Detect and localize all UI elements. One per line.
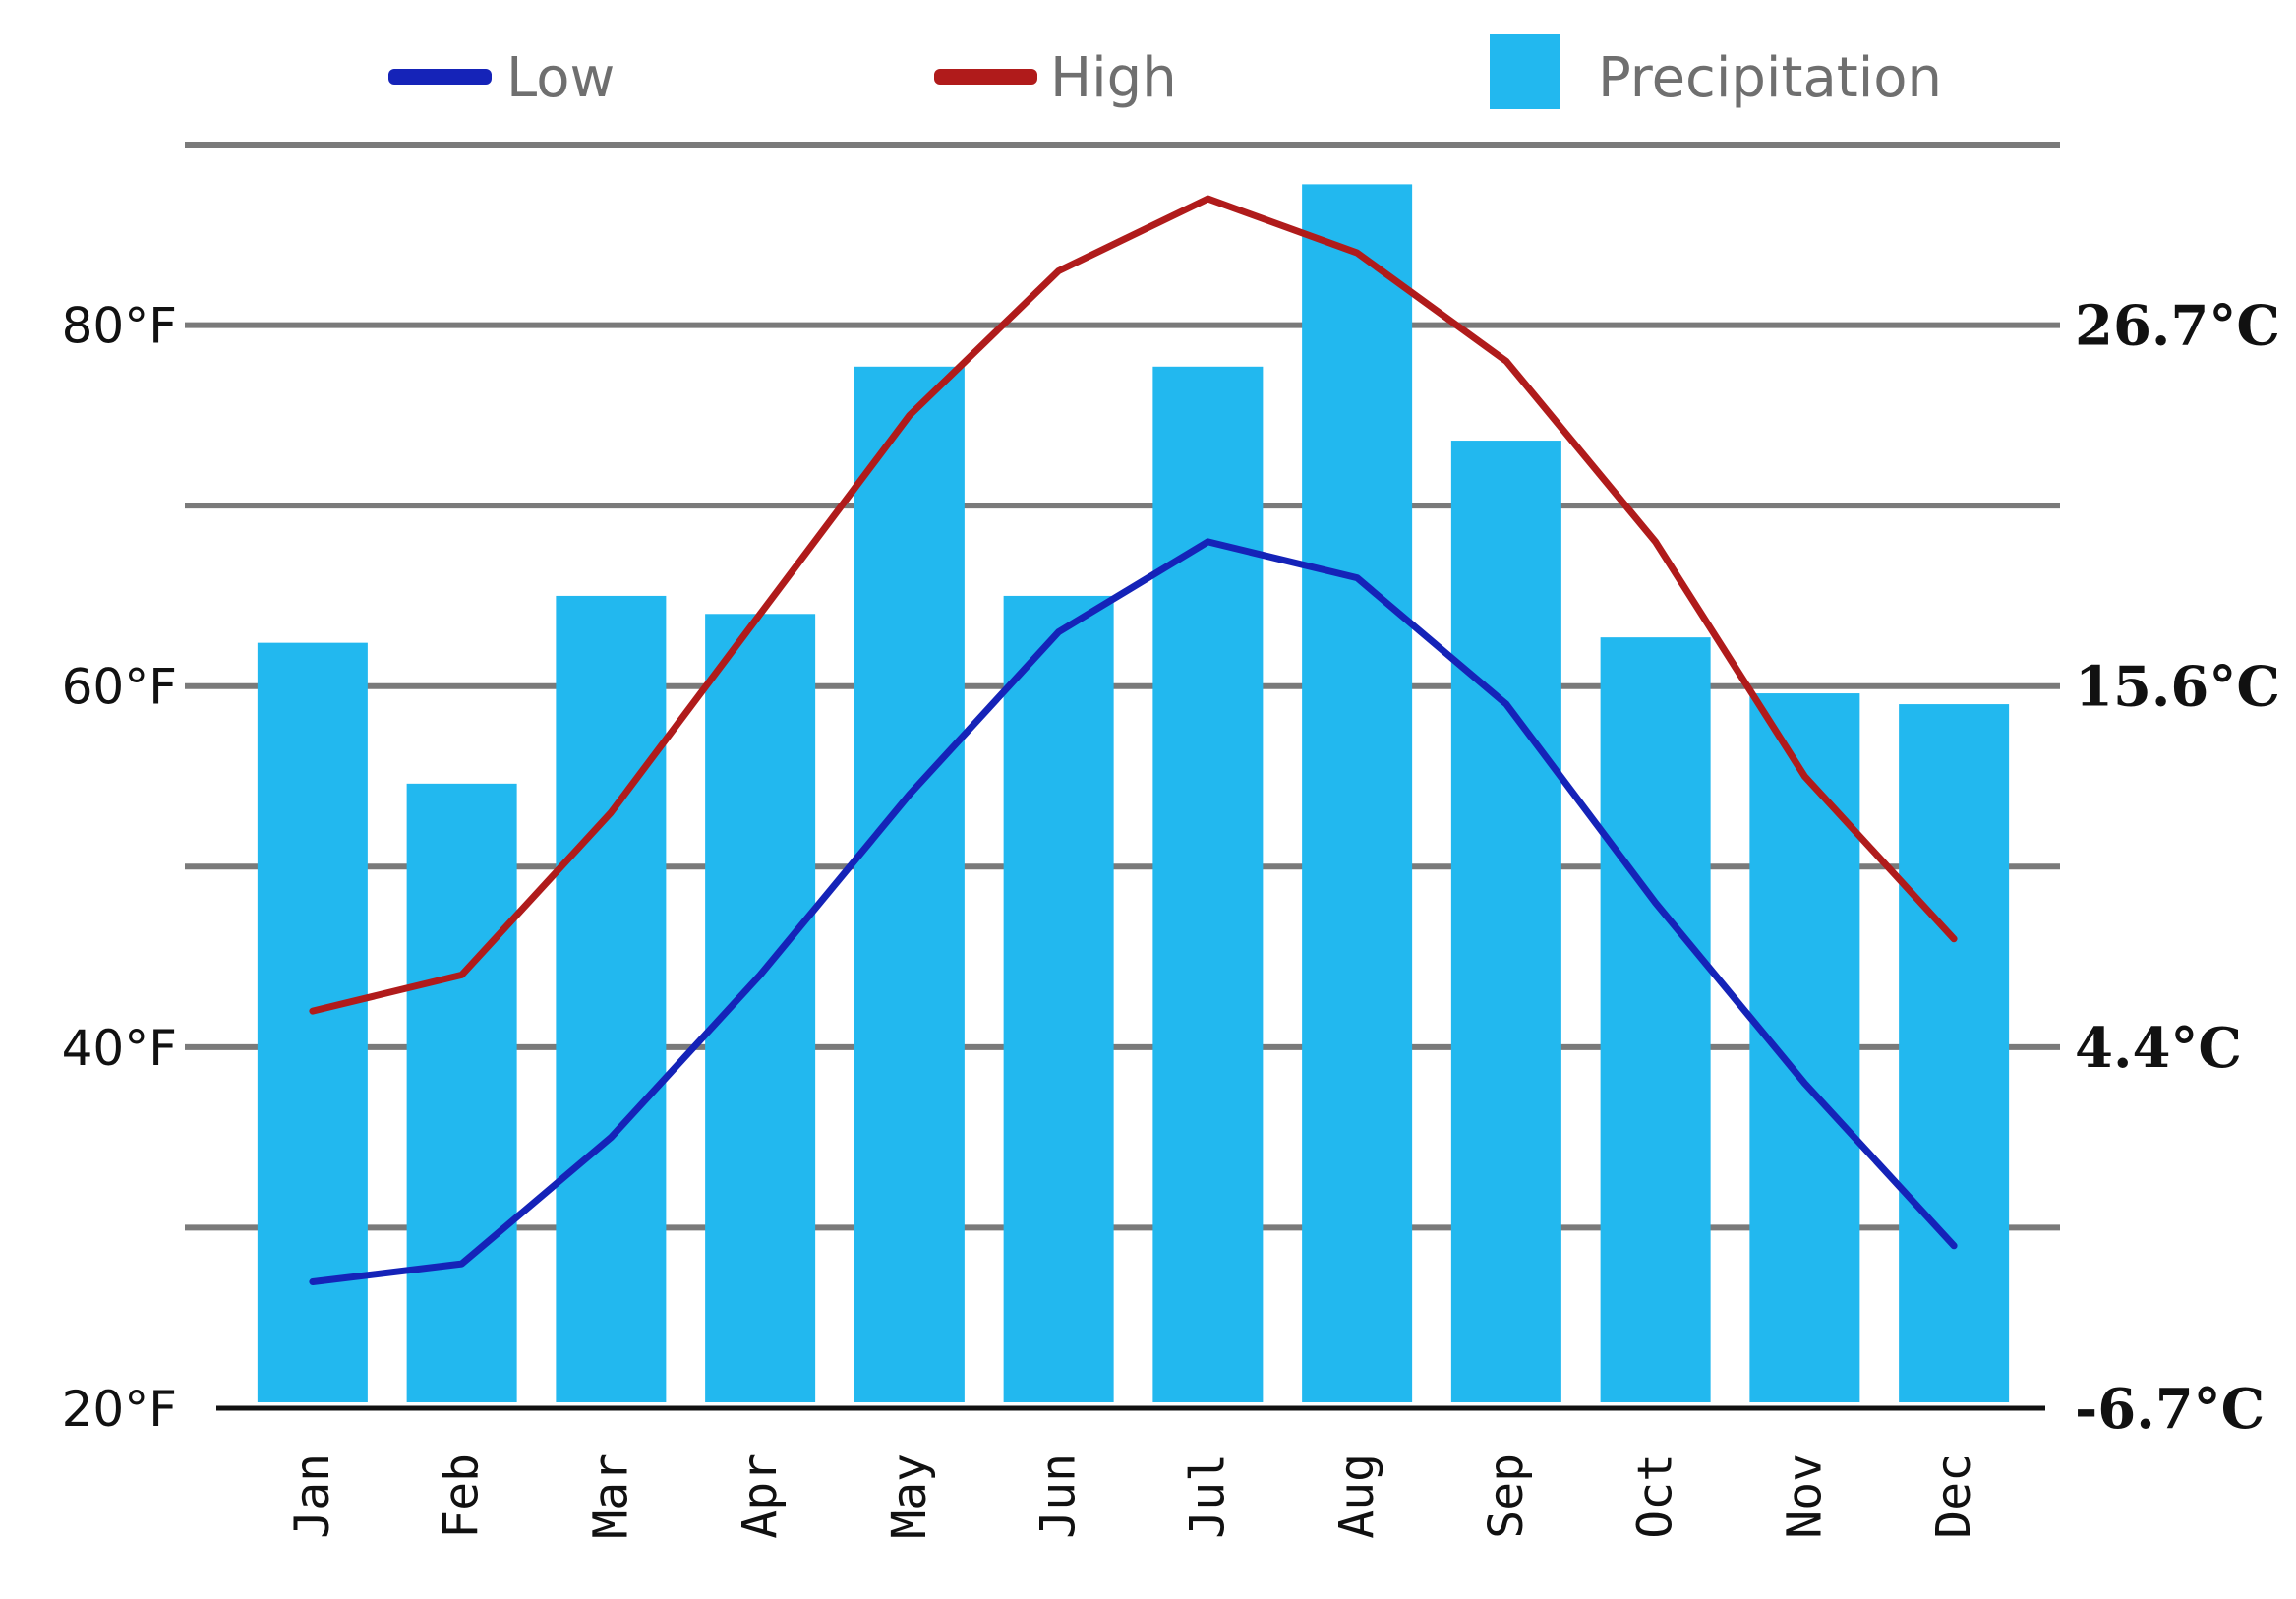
- high-legend-swatch: [934, 69, 1037, 85]
- high-legend-label: High: [1050, 46, 1177, 110]
- y-left-tick-label: 20°F: [62, 1381, 177, 1438]
- precipitation-bar-feb: [406, 783, 517, 1402]
- precipitation-bar-dec: [1899, 704, 2010, 1402]
- x-axis-ticks: Jan Feb Mar Apr May Jun Jul Aug Sep Oct Nov Dec: [285, 1453, 1981, 1539]
- right-y-axis-ticks: -6.7°C 4.4°C 15.6°C 26.7°C: [2075, 294, 2280, 1442]
- high-temperature-line: [309, 195, 1958, 1015]
- precipitation-bar-mar: [556, 595, 667, 1402]
- low-legend-label: Low: [506, 46, 615, 110]
- low-temperature-line: [309, 538, 1958, 1285]
- y-left-tick-label: 80°F: [62, 298, 177, 355]
- low-legend-swatch: [388, 69, 492, 85]
- precipitation-bars: [257, 184, 2010, 1402]
- temperature-lines: [309, 195, 1958, 1285]
- x-tick-label-jul: Jul: [1180, 1453, 1235, 1539]
- precipitation-legend-swatch: [1490, 34, 1560, 109]
- precipitation-bar-aug: [1302, 184, 1413, 1402]
- precipitation-bar-jul: [1152, 366, 1264, 1402]
- x-tick-label-mar: Mar: [583, 1453, 638, 1539]
- precipitation-bar-sep: [1450, 441, 1561, 1402]
- x-tick-label-apr: Apr: [733, 1453, 788, 1539]
- y-right-tick-label: 4.4°C: [2075, 1016, 2242, 1081]
- precipitation-bar-nov: [1749, 693, 1860, 1402]
- y-right-tick-label: 15.6°C: [2075, 655, 2280, 720]
- x-tick-label-aug: Aug: [1329, 1453, 1384, 1539]
- y-right-tick-label: -6.7°C: [2075, 1377, 2265, 1442]
- x-tick-label-sep: Sep: [1479, 1453, 1534, 1539]
- precipitation-bar-jun: [1003, 595, 1114, 1402]
- x-tick-label-nov: Nov: [1777, 1453, 1832, 1539]
- x-tick-label-feb: Feb: [435, 1453, 490, 1539]
- precipitation-bar-jan: [257, 642, 368, 1402]
- legend: Low High Precipitation: [388, 34, 1942, 110]
- left-y-axis-ticks: 20°F 40°F 60°F 80°F: [62, 298, 177, 1438]
- x-tick-label-jun: Jun: [1031, 1453, 1087, 1539]
- y-left-tick-label: 40°F: [62, 1020, 177, 1077]
- y-left-tick-label: 60°F: [62, 659, 177, 716]
- precipitation-bar-apr: [705, 614, 816, 1402]
- precipitation-bar-may: [854, 366, 965, 1402]
- precipitation-bar-oct: [1600, 637, 1711, 1402]
- x-tick-label-may: May: [882, 1453, 937, 1539]
- x-tick-label-dec: Dec: [1926, 1453, 1981, 1539]
- y-right-tick-label: 26.7°C: [2075, 294, 2280, 359]
- x-tick-label-jan: Jan: [285, 1453, 340, 1539]
- precipitation-legend-label: Precipitation: [1598, 46, 1942, 110]
- x-tick-label-oct: Oct: [1628, 1453, 1683, 1539]
